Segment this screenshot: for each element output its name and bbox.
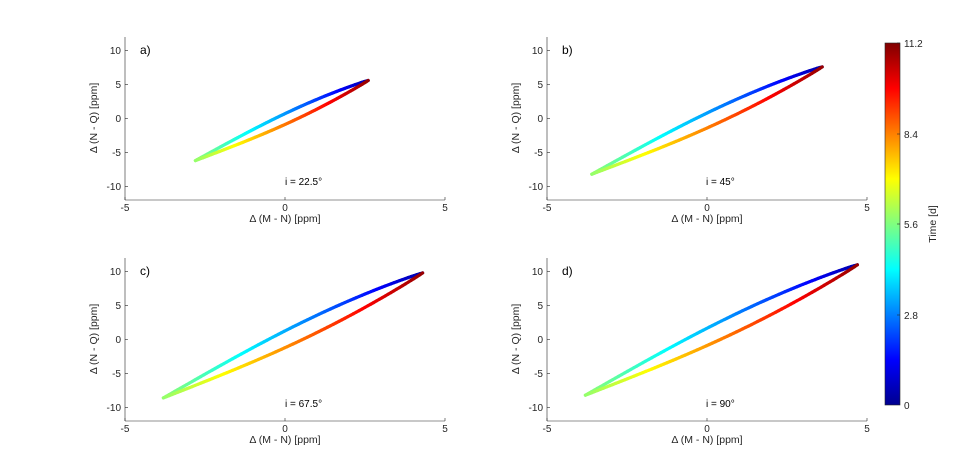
y-axis-label: Δ (N - Q) [ppm] [510,83,522,154]
x-axis-label: Δ (M - N) [ppm] [671,213,742,225]
panel-c: -5 0 5 10 5 0 -5 -10 c) i = 67.5° Δ (M - N) [pp… [88,258,448,446]
axes-frame [547,258,867,421]
y-tick-label: 0 [537,114,543,125]
panel-b: -5 0 5 10 5 0 -5 -10 b) i = 45° Δ (M - N) [ppm]… [510,37,870,225]
data-loop [193,78,370,163]
y-tick-label: 5 [537,80,543,91]
colorbar-tick-label: 8.4 [904,130,918,141]
x-axis-label: Δ (M - N) [ppm] [671,434,742,446]
y-tick-label: 5 [115,80,121,91]
y-tick-label: 10 [110,267,122,278]
x-tick-label: 0 [704,424,710,435]
inclination-annotation: i = 67.5° [285,399,322,410]
loop-segment-lower [418,271,425,277]
x-tick-label: 5 [864,424,870,435]
loop-segment-lower [364,78,370,84]
y-tick-label: -10 [529,182,544,193]
panel-label: c) [140,264,150,278]
y-tick-label: -5 [534,148,543,159]
colorbar-ticks: 11.2 8.4 5.6 2.8 0 [897,39,923,412]
inclination-annotation: i = 22.5° [285,177,322,188]
x-axis-label: Δ (M - N) [ppm] [249,213,320,225]
y-axis-label: Δ (N - Q) [ppm] [88,83,100,154]
y-tick-label: 0 [115,335,121,346]
ticks-group: -5 0 5 10 5 0 -5 -10 [529,46,871,214]
colorbar-tick-label: 5.6 [904,220,918,231]
x-tick-label: -5 [543,203,552,214]
data-loop [583,263,860,397]
y-tick-label: 10 [110,46,122,57]
y-tick-label: 0 [537,335,543,346]
colorbar-tick-label: 2.8 [904,311,918,322]
data-loop [161,271,425,400]
colorbar-label: Time [d] [927,205,939,243]
panel-label: b) [562,43,573,57]
y-axis-label: Δ (N - Q) [ppm] [510,304,522,375]
panel-a: -5 0 5 10 5 0 -5 -10 a) i = 22.5° Δ (M - N) [pp… [88,37,448,225]
panel-label: a) [140,43,151,57]
x-axis-label: Δ (M - N) [ppm] [249,434,320,446]
x-tick-label: -5 [543,424,552,435]
inclination-annotation: i = 45° [706,177,735,188]
x-tick-label: 0 [282,424,288,435]
y-tick-label: 5 [537,301,543,312]
y-tick-label: -5 [112,369,121,380]
loop-segment-lower [852,263,860,269]
colorbar: 11.2 8.4 5.6 2.8 0 Time [d] [884,39,939,412]
inclination-annotation: i = 90° [706,399,735,410]
ticks-group: -5 0 5 10 5 0 -5 -10 [529,267,871,435]
data-loop [590,65,824,176]
colorbar-tick-label: 11.2 [904,39,923,50]
x-tick-label: 0 [282,203,288,214]
y-tick-label: -5 [112,148,121,159]
y-tick-label: -10 [107,403,122,414]
panel-d: -5 0 5 10 5 0 -5 -10 d) i = 90° Δ (M - N) [ppm]… [510,258,870,446]
axes-frame [125,37,445,200]
x-tick-label: -5 [121,203,130,214]
loop-segment-lower [818,65,824,71]
axes-frame [547,37,867,200]
ticks-group: -5 0 5 10 5 0 -5 -10 [107,46,449,214]
y-tick-label: 0 [115,114,121,125]
x-tick-label: 0 [704,203,710,214]
panel-label: d) [562,264,573,278]
y-tick-label: -10 [107,182,122,193]
x-tick-label: 5 [442,424,448,435]
colorbar-tick-label: 0 [904,401,910,412]
x-tick-label: -5 [121,424,130,435]
y-axis-label: Δ (N - Q) [ppm] [88,304,100,375]
x-tick-label: 5 [864,203,870,214]
y-tick-label: 5 [115,301,121,312]
y-tick-label: 10 [532,267,544,278]
y-tick-label: -5 [534,369,543,380]
ticks-group: -5 0 5 10 5 0 -5 -10 [107,267,449,435]
y-tick-label: -10 [529,403,544,414]
x-tick-label: 5 [442,203,448,214]
y-tick-label: 10 [532,46,544,57]
